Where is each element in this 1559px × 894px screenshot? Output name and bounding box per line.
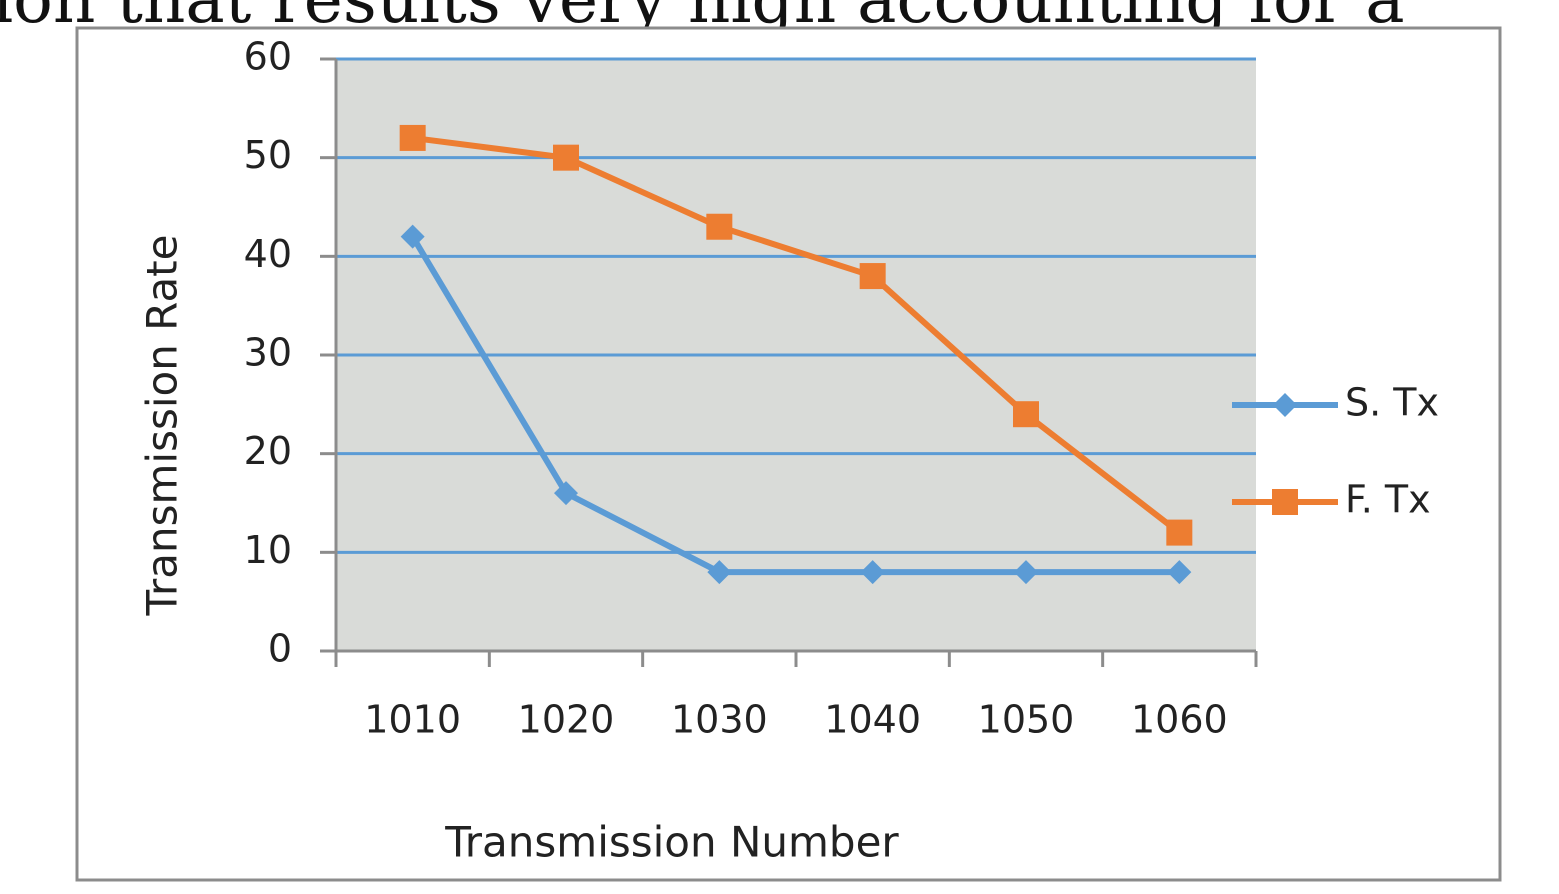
data-point <box>554 481 578 506</box>
legend-marker <box>1273 393 1297 417</box>
y-tick-label: 10 <box>244 528 292 572</box>
series-line <box>410 235 1180 576</box>
y-tick-label: 50 <box>244 133 292 177</box>
data-point <box>400 224 425 249</box>
x-tick-label: 1060 <box>1131 698 1228 742</box>
series-line <box>412 134 1182 535</box>
x-tick-label: 1020 <box>518 698 615 742</box>
data-point <box>1166 519 1193 546</box>
x-tick-label: 1030 <box>671 698 768 742</box>
y-tick-label: 0 <box>268 627 292 671</box>
y-axis-title: Transmission Rate <box>138 235 187 617</box>
data-point <box>1167 560 1192 585</box>
y-tick-label: 30 <box>244 331 292 375</box>
data-point <box>706 213 733 240</box>
legend-label: S. Tx <box>1345 381 1439 425</box>
y-tick-label: 60 <box>244 35 292 79</box>
data-point <box>859 263 886 290</box>
y-tick-label: 20 <box>244 429 292 473</box>
x-tick-label: 1040 <box>824 698 921 742</box>
x-tick-label: 1050 <box>978 698 1075 742</box>
y-tick-label: 40 <box>244 232 292 276</box>
data-point <box>399 124 426 151</box>
data-point <box>1014 560 1038 585</box>
legend-label: F. Tx <box>1345 478 1431 522</box>
data-point <box>1013 401 1039 428</box>
data-point <box>553 144 579 171</box>
data-point <box>707 560 732 585</box>
data-point <box>860 560 885 585</box>
x-axis-title: Transmission Number <box>444 818 899 867</box>
legend-marker <box>1272 489 1298 515</box>
x-tick-label: 1010 <box>364 698 461 742</box>
